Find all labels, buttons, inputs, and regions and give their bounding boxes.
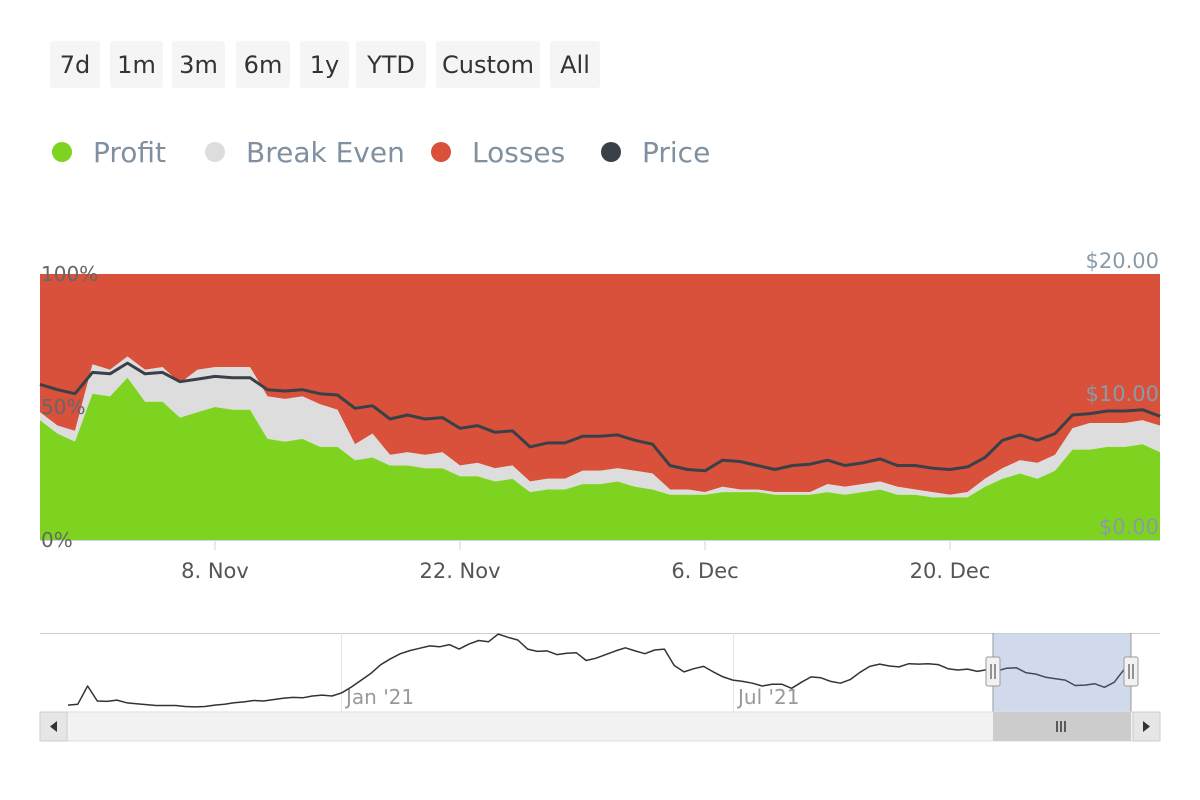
legend-label-losses: Losses (472, 135, 566, 169)
scroll-left-arrow-icon (50, 721, 57, 732)
navigator-x-label: Jul '21 (736, 685, 799, 709)
legend-item-price[interactable]: Price (601, 130, 710, 174)
legend-item-break-even[interactable]: Break Even (205, 130, 405, 174)
y-right-tick-label: $20.00 (1086, 249, 1159, 273)
x-tick-label: 20. Dec (910, 559, 991, 583)
navigator-handle-body[interactable] (1123, 656, 1139, 687)
range-button-1y[interactable]: 1y (300, 41, 349, 88)
legend-marker-break-even (205, 142, 225, 162)
y-right-tick-label: $10.00 (1086, 382, 1159, 406)
range-button-custom[interactable]: Custom (436, 41, 540, 88)
legend-marker-profit (52, 142, 72, 162)
break-even-area (40, 356, 1160, 498)
legend-label-break-even: Break Even (246, 135, 405, 169)
range-button-ytd[interactable]: YTD (356, 41, 426, 88)
legend-item-losses[interactable]: Losses (431, 130, 565, 174)
navigator-x-label: Jan '21 (344, 685, 414, 709)
range-button-6m[interactable]: 6m (236, 41, 290, 88)
navigator[interactable]: Jan '21 Jul '21 (40, 633, 1160, 712)
scrollbar-thumb[interactable] (993, 712, 1131, 741)
price-line (39, 361, 1161, 473)
navigator-handle[interactable] (985, 656, 1001, 687)
navigator-handle-body[interactable] (985, 656, 1001, 687)
x-tick-label: 8. Nov (181, 559, 249, 583)
scrollbar-track[interactable] (39, 711, 1161, 742)
navigator-selection[interactable] (993, 634, 1131, 712)
profit-area (40, 377, 1160, 540)
legend-marker-price (601, 142, 621, 162)
losses-area (40, 274, 1160, 495)
scrollbar[interactable] (39, 711, 1161, 742)
y-left-tick-label: 50% (41, 395, 85, 419)
range-button-1m[interactable]: 1m (110, 41, 163, 88)
legend-marker-losses (431, 142, 451, 162)
main-chart: 8. Nov 22. Nov 6. Dec 20. Dec 100% 50% 0% $20.0… (39, 249, 1161, 583)
y-left-tick-label: 0% (41, 528, 73, 552)
legend-item-profit[interactable]: Profit (52, 130, 166, 174)
scroll-right-arrow-icon (1143, 721, 1150, 732)
x-tick-label: 6. Dec (671, 559, 738, 583)
x-tick-label: 22. Nov (419, 559, 500, 583)
navigator-handle[interactable] (1123, 656, 1139, 687)
y-left-tick-label: 100% (41, 262, 98, 286)
range-button-7d[interactable]: 7d (50, 41, 100, 88)
navigator-price-line (67, 633, 1125, 708)
legend-label-profit: Profit (93, 135, 167, 169)
legend-label-price: Price (642, 135, 711, 169)
range-button-all[interactable]: All (550, 41, 600, 88)
y-right-tick-label: $0.00 (1099, 515, 1159, 539)
range-button-3m[interactable]: 3m (172, 41, 225, 88)
